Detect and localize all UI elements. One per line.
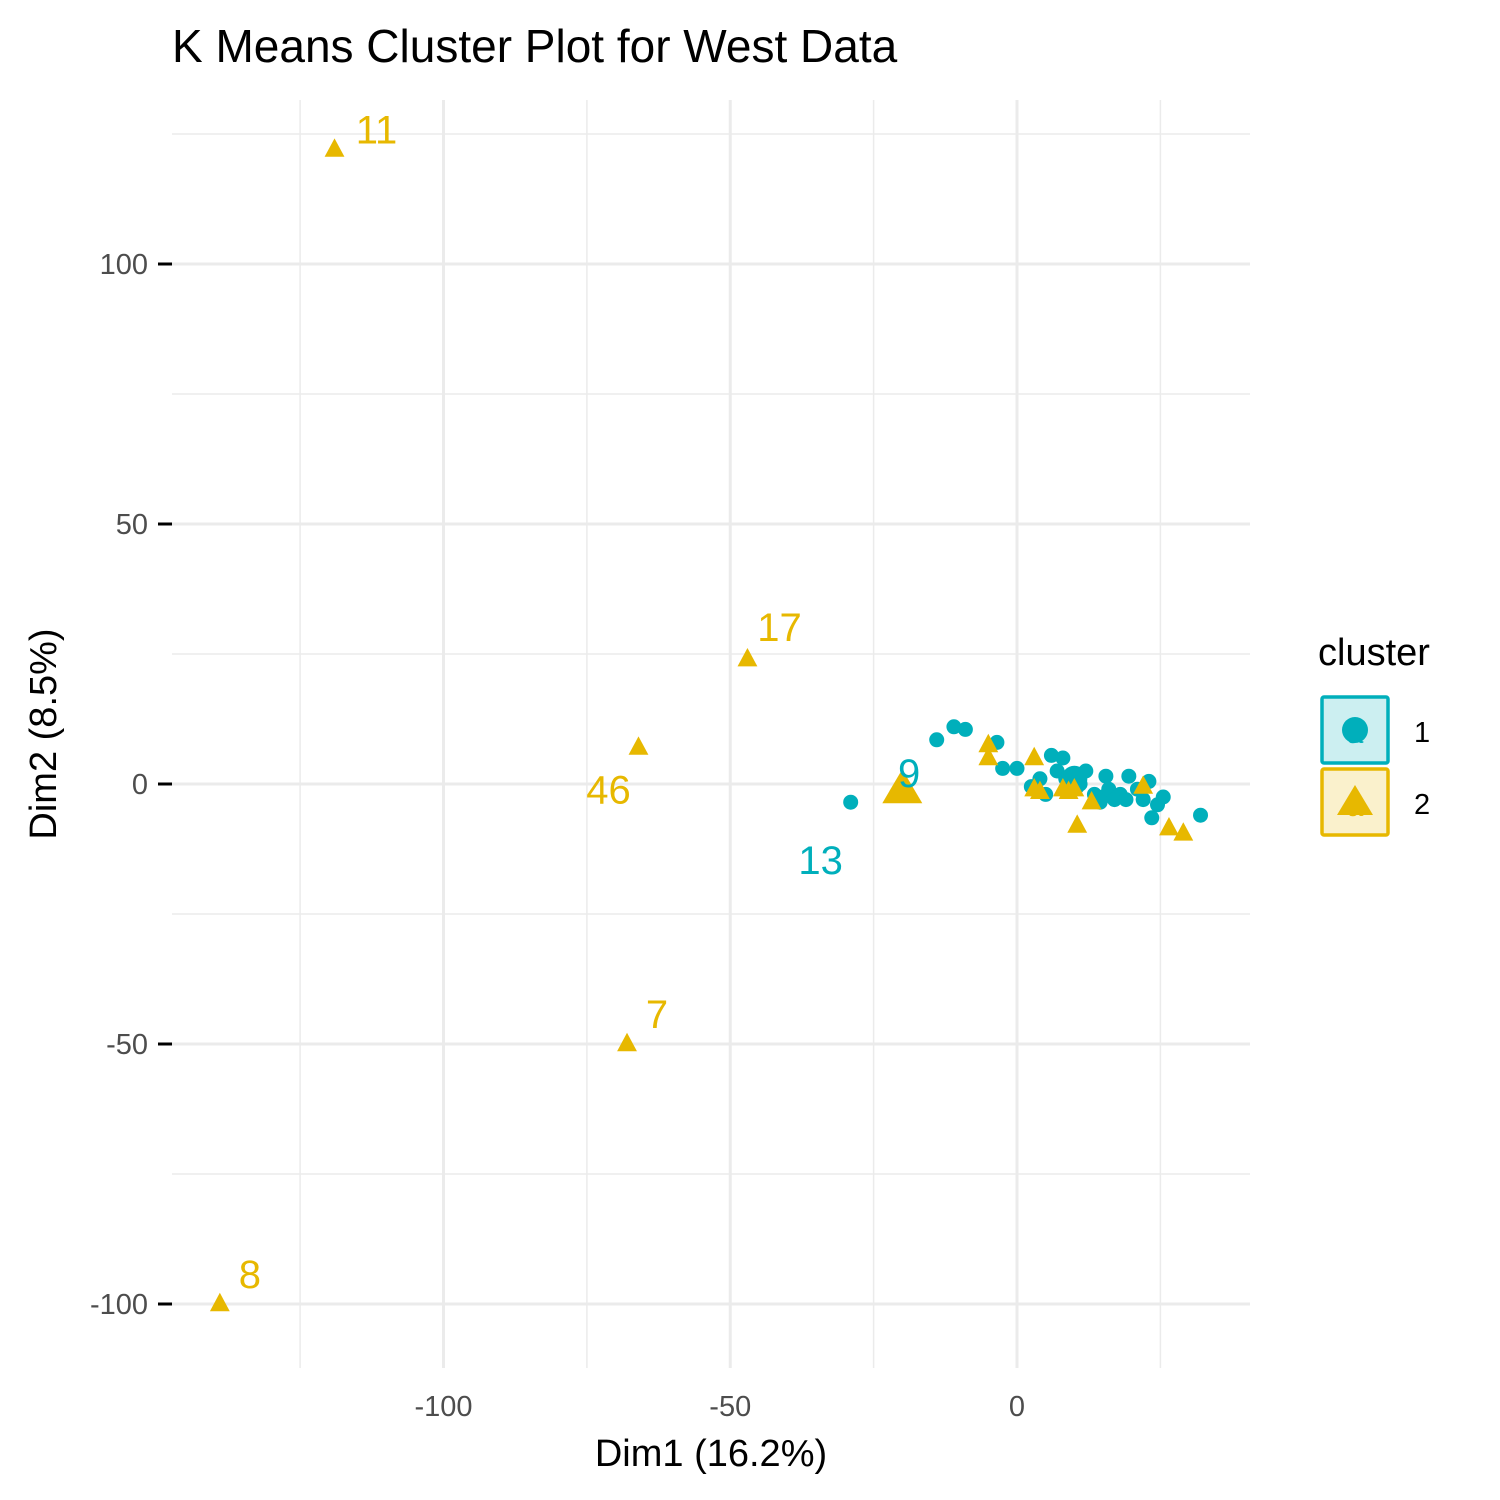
cluster-2-point [1133,775,1154,794]
cluster-2-point [1064,778,1085,797]
cluster-2-point [324,138,345,157]
cluster-2-point [978,746,999,766]
legend-label-2: 2 [1414,789,1430,821]
data-points [209,138,1209,1312]
legend-key-1-marker [1342,717,1368,743]
x-tick-label: -50 [709,1391,751,1423]
point-label-9: 9 [898,752,920,796]
y-tick-label: 0 [132,769,148,801]
cluster-2-point [209,1292,230,1312]
cluster-2-point [617,1032,637,1052]
cluster-2-point [978,733,999,753]
point-label-17: 17 [757,606,802,650]
cluster-1-point [957,721,973,737]
y-tick-label: 50 [116,509,148,541]
cluster-1-point [1118,792,1134,808]
axes: -100 -50 0 50 100 -100 -50 0 [90,249,1025,1423]
cluster-1-point [1055,750,1071,766]
cluster-2-point [1173,822,1194,841]
point-labels: 11 17 46 7 8 9 13 [239,109,921,1297]
legend-title: cluster [1318,632,1430,674]
cluster-1-point [946,719,962,735]
y-tick-label: -50 [106,1029,148,1061]
cluster-1-point [995,760,1011,776]
legend: cluster a a 1 2 [1318,632,1430,837]
cluster-2-centroid [882,769,923,804]
cluster-1-point [1121,768,1137,784]
cluster-1-point [1193,807,1209,823]
point-label-13: 13 [798,839,843,883]
cluster-2-point [1030,780,1050,799]
cluster-1-point [1144,810,1160,826]
cluster-2-point [628,736,649,755]
cluster-1-point [843,794,859,810]
chart-title: K Means Cluster Plot for West Data [172,20,898,72]
point-label-11: 11 [356,109,398,153]
cluster-1-point [1009,760,1025,776]
point-label-46: 46 [586,769,631,813]
cluster-1-point [1043,747,1059,763]
legend-key-2-marker [1337,785,1373,815]
cluster-2-point [1067,814,1088,833]
point-label-8: 8 [239,1253,261,1297]
cluster-1-point [1155,789,1171,805]
cluster-2-point [1159,817,1179,836]
x-tick-label: -100 [414,1391,472,1423]
cluster-2-point [1081,791,1102,810]
legend-label-1: 1 [1414,717,1430,749]
y-axis-title: Dim2 (8.5%) [23,628,65,839]
cluster-2-point [737,648,758,667]
y-tick-label: -100 [90,1289,148,1321]
cluster-1-point [1135,792,1151,808]
x-tick-label: 0 [1009,1391,1025,1423]
cluster-2-point [1024,746,1045,766]
y-tick-label: 100 [100,249,148,281]
cluster-1-point [1098,768,1114,784]
cluster-1-point [929,732,945,748]
x-axis-title: Dim1 (16.2%) [595,1433,827,1475]
point-label-7: 7 [646,993,668,1037]
